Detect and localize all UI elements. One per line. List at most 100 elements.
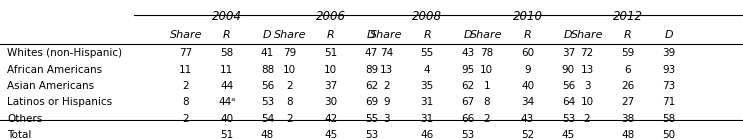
Text: 2008: 2008 [412, 10, 442, 23]
Text: 43: 43 [461, 48, 475, 58]
Text: 39: 39 [662, 48, 675, 58]
Text: 30: 30 [324, 97, 337, 107]
Text: Share: Share [470, 30, 503, 40]
Text: Share: Share [571, 30, 603, 40]
Text: D: D [464, 30, 473, 40]
Text: 9: 9 [383, 97, 389, 107]
Text: R: R [223, 30, 230, 40]
Text: 56: 56 [562, 81, 575, 91]
Text: 53: 53 [461, 130, 475, 139]
Text: 27: 27 [621, 97, 635, 107]
Text: 66: 66 [461, 114, 475, 124]
Text: 60: 60 [521, 48, 534, 58]
Text: 72: 72 [580, 48, 594, 58]
Text: 10: 10 [324, 65, 337, 75]
Text: 38: 38 [621, 114, 635, 124]
Text: 2010: 2010 [513, 10, 542, 23]
Text: Latinos or Hispanics: Latinos or Hispanics [7, 97, 112, 107]
Text: 37: 37 [324, 81, 337, 91]
Text: 59: 59 [621, 48, 635, 58]
Text: Share: Share [273, 30, 306, 40]
Text: 13: 13 [580, 65, 594, 75]
Text: 93: 93 [662, 65, 675, 75]
Text: Whites (non-Hispanic): Whites (non-Hispanic) [7, 48, 123, 58]
Text: 2006: 2006 [316, 10, 345, 23]
Text: 10: 10 [480, 65, 493, 75]
Text: 44ᵃ: 44ᵃ [218, 97, 236, 107]
Text: 9: 9 [525, 65, 531, 75]
Text: 42: 42 [324, 114, 337, 124]
Text: 8: 8 [183, 97, 189, 107]
Text: 88: 88 [261, 65, 274, 75]
Text: 2: 2 [183, 114, 189, 124]
Text: 2: 2 [484, 114, 490, 124]
Text: D: D [664, 30, 673, 40]
Text: 3: 3 [584, 81, 590, 91]
Text: 53: 53 [562, 114, 575, 124]
Text: 71: 71 [662, 97, 675, 107]
Text: 40: 40 [220, 114, 233, 124]
Text: R: R [424, 30, 431, 40]
Text: 13: 13 [380, 65, 393, 75]
Text: 95: 95 [461, 65, 475, 75]
Text: 37: 37 [562, 48, 575, 58]
Text: 34: 34 [521, 97, 534, 107]
Text: D: D [367, 30, 376, 40]
Text: 26: 26 [621, 81, 635, 91]
Text: 58: 58 [220, 48, 233, 58]
Text: 77: 77 [179, 48, 192, 58]
Text: Share: Share [370, 30, 403, 40]
Text: 67: 67 [461, 97, 475, 107]
Text: D: D [263, 30, 272, 40]
Text: 4: 4 [424, 65, 430, 75]
Text: 8: 8 [287, 97, 293, 107]
Text: D: D [564, 30, 573, 40]
Text: 8: 8 [484, 97, 490, 107]
Text: 50: 50 [662, 130, 675, 139]
Text: 79: 79 [283, 48, 296, 58]
Text: 45: 45 [562, 130, 575, 139]
Text: 53: 53 [365, 130, 378, 139]
Text: 51: 51 [324, 48, 337, 58]
Text: 10: 10 [283, 65, 296, 75]
Text: Share: Share [169, 30, 202, 40]
Text: 53: 53 [261, 97, 274, 107]
Text: 2: 2 [183, 81, 189, 91]
Text: 31: 31 [421, 114, 434, 124]
Text: 10: 10 [580, 97, 594, 107]
Text: 31: 31 [421, 97, 434, 107]
Text: 89: 89 [365, 65, 378, 75]
Text: 62: 62 [365, 81, 378, 91]
Text: 2: 2 [584, 114, 590, 124]
Text: 90: 90 [562, 65, 575, 75]
Text: 40: 40 [521, 81, 534, 91]
Text: 74: 74 [380, 48, 393, 58]
Text: 2: 2 [383, 81, 389, 91]
Text: African Americans: African Americans [7, 65, 103, 75]
Text: 2012: 2012 [613, 10, 643, 23]
Text: 58: 58 [662, 114, 675, 124]
Text: 48: 48 [261, 130, 274, 139]
Text: 48: 48 [621, 130, 635, 139]
Text: Others: Others [7, 114, 42, 124]
Text: 46: 46 [421, 130, 434, 139]
Text: 11: 11 [179, 65, 192, 75]
Text: 64: 64 [562, 97, 575, 107]
Text: 35: 35 [421, 81, 434, 91]
Text: 55: 55 [365, 114, 378, 124]
Text: 44: 44 [220, 81, 233, 91]
Text: 3: 3 [383, 114, 389, 124]
Text: 55: 55 [421, 48, 434, 58]
Text: 6: 6 [625, 65, 631, 75]
Text: 11: 11 [220, 65, 233, 75]
Text: 73: 73 [662, 81, 675, 91]
Text: R: R [524, 30, 531, 40]
Text: 2004: 2004 [212, 10, 241, 23]
Text: R: R [624, 30, 632, 40]
Text: 69: 69 [365, 97, 378, 107]
Text: 78: 78 [480, 48, 493, 58]
Text: Total: Total [7, 130, 32, 139]
Text: 41: 41 [261, 48, 274, 58]
Text: 43: 43 [521, 114, 534, 124]
Text: Asian Americans: Asian Americans [7, 81, 94, 91]
